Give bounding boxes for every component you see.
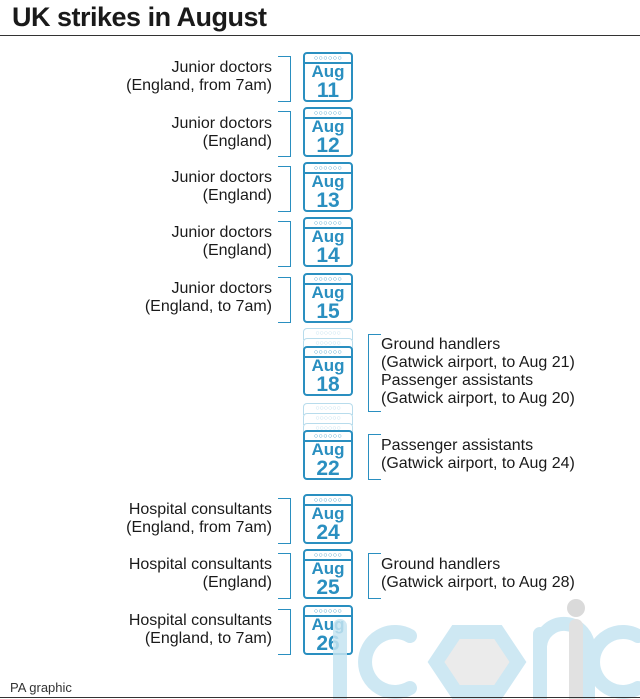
calendar-aug-24: Aug 24 [303,494,353,544]
calendar-month: Aug [311,559,345,578]
calendar-day: 22 [316,457,340,480]
calendar-stack-ghost [303,423,353,435]
calendar-day: 15 [316,300,340,323]
calendar-day: 18 [316,373,340,396]
strike-label-aug-11: Junior doctors (England, from 7am) [126,59,272,94]
strike-label-aug-25: Hospital consultants (England) [128,556,272,591]
strike-label-aug-13: Junior doctors (England) [171,169,273,204]
bracket-right [368,553,381,599]
calendar-stack-ghost [303,338,353,350]
calendar-aug-13: Aug 13 [303,162,353,212]
binder-rings-icon [305,110,351,117]
calendar-aug-12: Aug 12 [303,107,353,157]
strike-label-aug-24: Hospital consultants (England, from 7am) [126,501,272,536]
source-credit: PA graphic [10,680,72,695]
bracket-left [278,221,291,267]
binder-rings-icon [305,433,351,440]
calendar-aug-18: Aug 18 [303,346,353,396]
binder-rings-icon [305,552,351,559]
strike-label-aug-18: Ground handlers (Gatwick airport, to Aug … [381,336,575,407]
binder-rings-icon [305,349,351,356]
bracket-left [278,277,291,323]
bracket-left [278,56,291,102]
iconic-watermark-logo [333,599,640,699]
calendar-day: 12 [316,134,340,157]
bracket-left [278,609,291,655]
calendar-day: 11 [316,79,340,102]
strike-label-aug-15: Junior doctors (England, to 7am) [144,280,272,315]
calendar-stack-ghost [303,328,353,340]
calendar-month: Aug [311,283,345,302]
calendar-stack-ghost [303,403,353,415]
calendar-day: 25 [316,576,340,599]
bracket-right [368,434,381,480]
calendar-month: Aug [311,504,345,523]
calendar-day: 14 [316,244,340,267]
calendar-month: Aug [311,227,345,246]
strike-label-aug-12: Junior doctors (England) [171,115,273,150]
title-divider [0,35,640,36]
calendar-aug-25: Aug 25 [303,549,353,599]
strike-label-aug-26: Hospital consultants (England, to 7am) [128,612,272,647]
strike-label-aug-14: Junior doctors (England) [171,224,273,259]
calendar-month: Aug [311,117,345,136]
calendar-aug-14: Aug 14 [303,217,353,267]
calendar-aug-11: Aug 11 [303,52,353,102]
binder-rings-icon [305,55,351,62]
calendar-month: Aug [311,440,345,459]
bracket-right [368,334,381,412]
bracket-left [278,553,291,599]
footer-divider [0,697,640,698]
strike-label-aug-22: Passenger assistants (Gatwick airport, to… [381,437,575,472]
bracket-left [278,166,291,212]
bracket-left [278,498,291,544]
strike-label-aug-25-right: Ground handlers (Gatwick airport, to Aug … [381,556,575,591]
calendar-aug-22: Aug 22 [303,430,353,480]
binder-rings-icon [305,276,351,283]
page-title: UK strikes in August [12,2,267,32]
binder-rings-icon [305,165,351,172]
calendar-month: Aug [311,62,345,81]
calendar-month: Aug [311,356,345,375]
calendar-stack-ghost [303,413,353,425]
calendar-aug-15: Aug 15 [303,273,353,323]
calendar-month: Aug [311,172,345,191]
bracket-left [278,111,291,157]
binder-rings-icon [305,497,351,504]
calendar-day: 13 [316,189,340,212]
binder-rings-icon [305,220,351,227]
calendar-day: 24 [316,521,340,544]
